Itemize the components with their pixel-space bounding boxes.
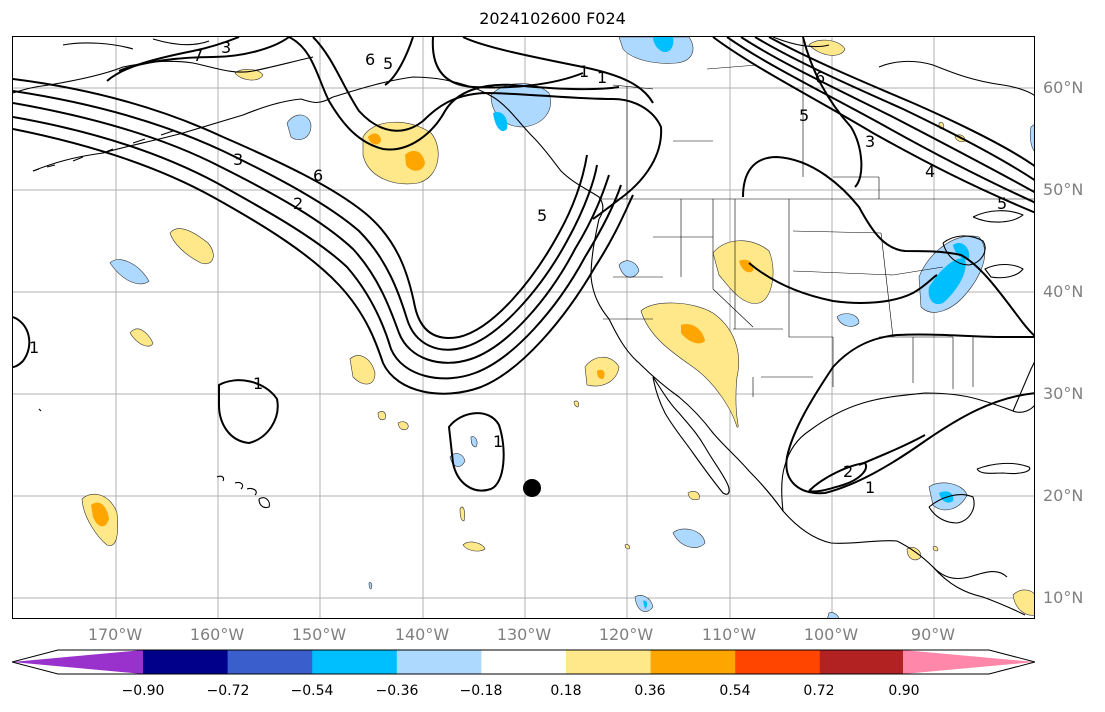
colorbar-segment [143, 650, 228, 674]
map-title: 2024102600 F024 [479, 9, 626, 28]
lon-label: 170°W [87, 625, 143, 644]
colorbar-segment [481, 650, 567, 674]
contour-label: 3 [221, 38, 231, 57]
colorbar-tick: 0.18 [550, 683, 582, 699]
colorbar-segment [312, 650, 398, 674]
contour-label: 1 [253, 374, 263, 393]
contour-lines [13, 37, 1034, 495]
lon-label: 120°W [598, 625, 654, 644]
colorbar-tick: 0.36 [634, 683, 666, 699]
colorbar-tick: 0.90 [888, 683, 920, 699]
negative-anomaly-shading [109, 37, 1034, 618]
contour-label: 5 [383, 54, 393, 73]
contour-label: 1 [597, 68, 607, 87]
lon-label: 160°W [189, 625, 245, 644]
lat-label: 20°N [1043, 486, 1084, 505]
contour-label: 5 [537, 206, 547, 225]
contour-label: 2 [843, 462, 853, 481]
contour-label: 7 [193, 46, 203, 65]
lat-label: 50°N [1043, 180, 1084, 199]
lon-label: 100°W [803, 625, 859, 644]
contour-label: 5 [799, 106, 809, 125]
colorbar-tick: −0.36 [375, 683, 419, 699]
lat-label: 40°N [1043, 282, 1084, 301]
map-panel[interactable]: 3 7 6 5 1 3 6 2 5 6 5 3 4 5 1 1 1 2 1 1 [12, 36, 1035, 619]
lon-label: 130°W [496, 625, 552, 644]
colorbar-tick: −0.72 [206, 683, 250, 699]
colorbar-segment [650, 650, 736, 674]
colorbar-segment [396, 650, 482, 674]
colorbar-segment [735, 650, 821, 674]
colorbar-tick: 0.72 [803, 683, 835, 699]
contour-label: 1 [865, 478, 875, 497]
lon-label: 110°W [701, 625, 757, 644]
contour-label: 6 [313, 166, 323, 185]
lon-label: 150°W [291, 625, 347, 644]
colorbar [12, 649, 1035, 675]
contour-label: 4 [925, 162, 935, 181]
lon-label: 90°W [910, 625, 956, 644]
contour-label: 5 [997, 194, 1007, 213]
colorbar-segment [819, 650, 905, 674]
colorbar-tick: −0.90 [121, 683, 165, 699]
positive-anomaly-shading [81, 39, 1034, 616]
colorbar-segment [566, 650, 651, 674]
colorbar-tick: −0.54 [290, 683, 334, 699]
contour-label: 1 [29, 338, 39, 357]
contour-label-group: 3 7 6 5 1 3 6 2 5 6 5 3 4 5 1 1 1 2 1 1 [29, 38, 1007, 497]
colorbar-tick: −0.18 [459, 683, 503, 699]
map-canvas: 3 7 6 5 1 3 6 2 5 6 5 3 4 5 1 1 1 2 1 1 [13, 37, 1034, 618]
contour-label: 2 [293, 194, 303, 213]
political-borders [599, 37, 1034, 397]
contour-label: 1 [579, 62, 589, 81]
location-marker [523, 479, 541, 497]
contour-label: 1 [493, 432, 503, 451]
contour-label: 3 [865, 132, 875, 151]
lat-label: 60°N [1043, 78, 1084, 97]
lon-label: 140°W [394, 625, 450, 644]
contour-label: 6 [365, 50, 375, 69]
contour-label: 6 [815, 68, 825, 87]
colorbar-tick: 0.54 [719, 683, 751, 699]
colorbar-extend-low [12, 650, 143, 674]
contour-label: 3 [233, 150, 243, 169]
colorbar-extend-high [903, 650, 1035, 674]
colorbar-segment [227, 650, 313, 674]
lat-label: 30°N [1043, 384, 1084, 403]
lat-label: 10°N [1043, 588, 1084, 607]
